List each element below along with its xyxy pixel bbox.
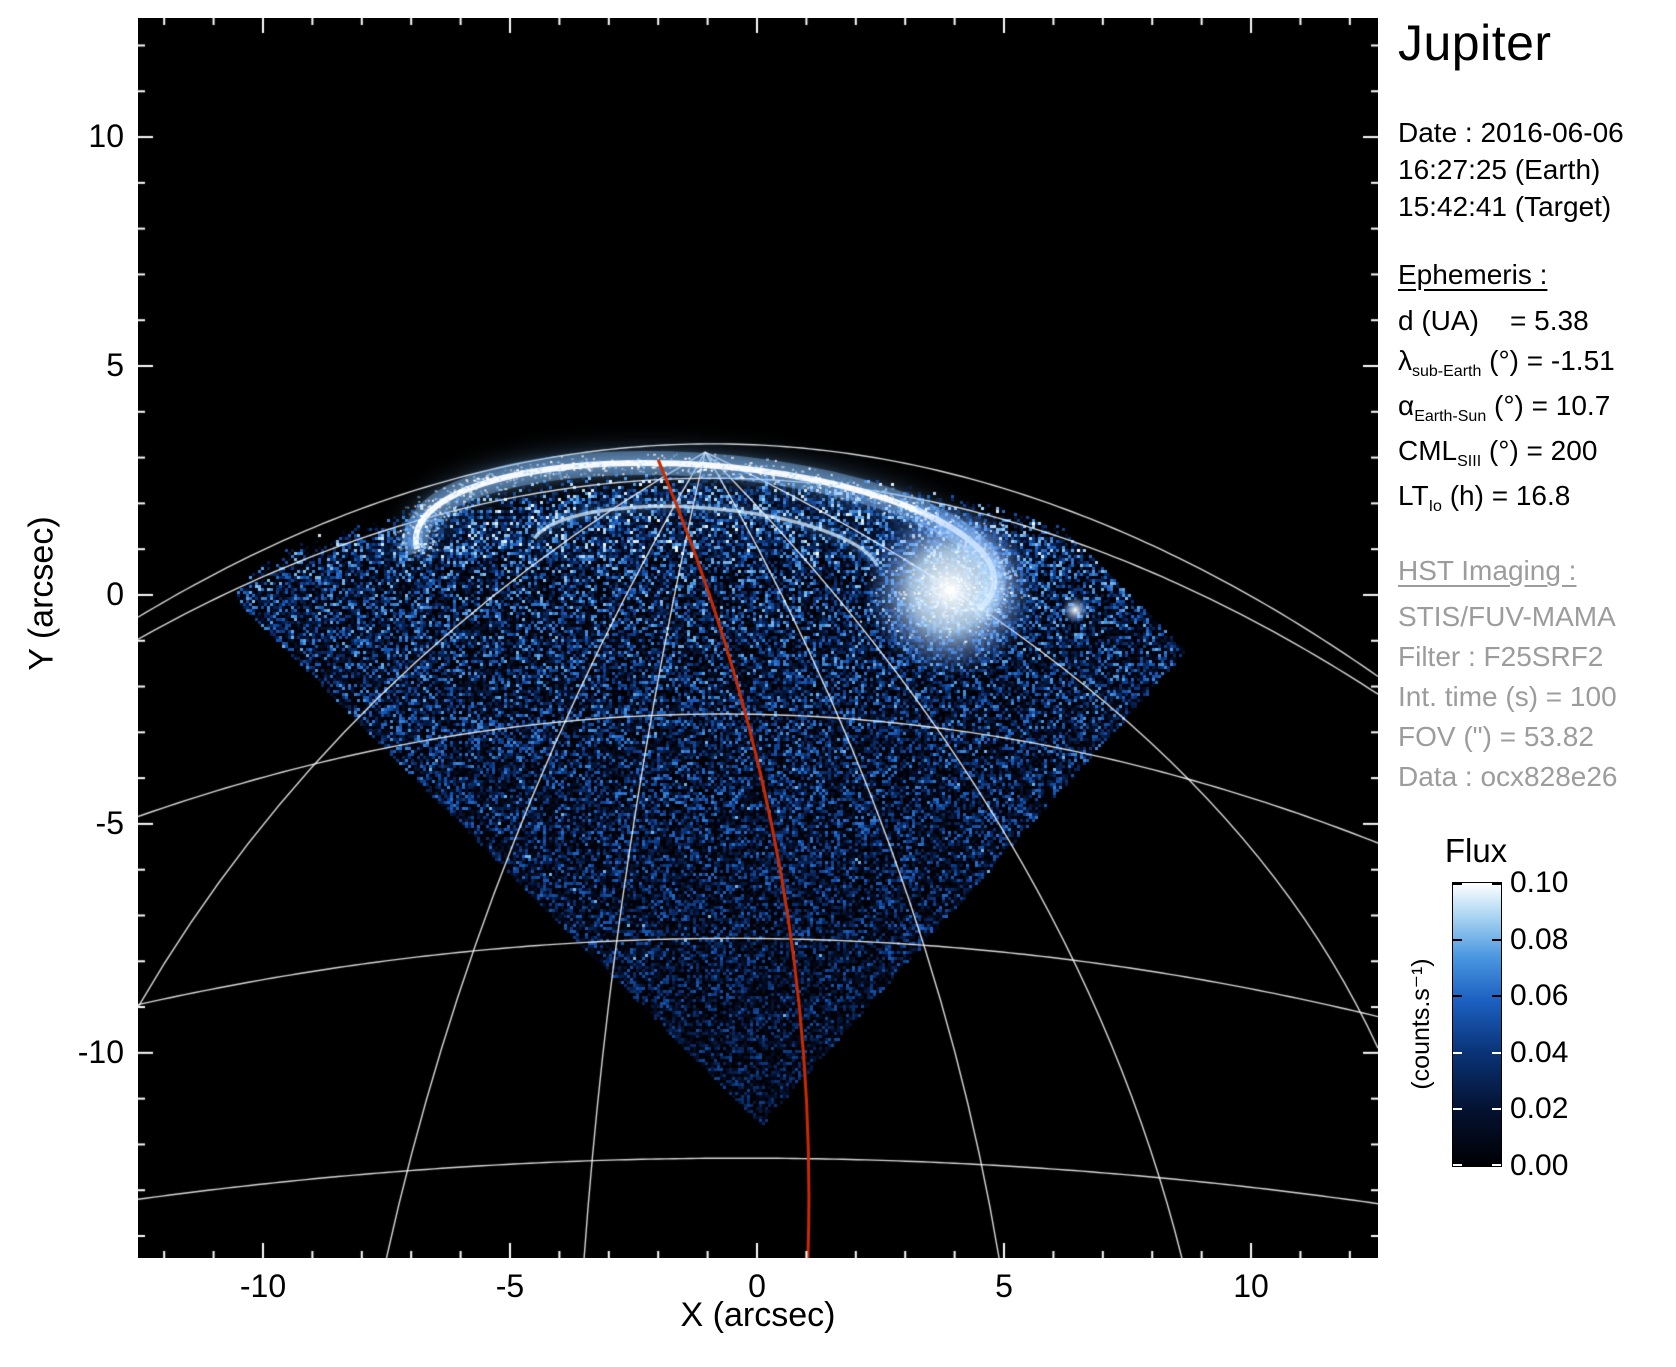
colorbar-tick-mark (1492, 1108, 1501, 1111)
x-tick-label: 5 (995, 1268, 1013, 1304)
target-title: Jupiter (1398, 15, 1552, 71)
y-tick-label: -10 (77, 1033, 124, 1070)
y-tick-label: -5 (95, 804, 124, 841)
ephemeris-lines: d (UA) = 5.38 λsub-Earth (°) = -1.51 αEart… (1398, 301, 1676, 521)
colorbar-tick-mark (1492, 1164, 1501, 1166)
info-panel: Jupiter Date : 2016-06-06 16:27:25 (Eart… (1398, 14, 1676, 797)
hst-lines: STIS/FUV-MAMA Filter : F25SRF2 Int. time (… (1398, 597, 1676, 797)
y-tick-label: 0 (106, 575, 124, 612)
hst-line: Data : ocx828e26 (1398, 761, 1618, 792)
colorbar-tick-label: 0.08 (1510, 922, 1569, 956)
ephemeris-line: λsub-Earth (°) = -1.51 (1398, 345, 1615, 380)
colorbar-tick-mark (1453, 1108, 1462, 1111)
colorbar-tick-mark (1453, 1051, 1462, 1054)
colorbar-unit: (counts.s⁻¹) (1407, 958, 1435, 1090)
y-tick-label: 10 (88, 118, 124, 155)
ephemeris-line: CMLSIII (°) = 200 (1398, 435, 1598, 470)
y-axis-title: Y (arcsec) (22, 516, 61, 671)
time-target: 15:42:41 (Target) (1398, 191, 1612, 222)
plot-area (138, 18, 1378, 1258)
colorbar-tick-label: 0.04 (1510, 1035, 1569, 1069)
colorbar-tick-mark (1453, 938, 1462, 941)
colorbar-tick-label: 0.10 (1510, 866, 1569, 899)
ephemeris-line: d (UA) = 5.38 (1398, 305, 1589, 336)
ephemeris-line: αEarth-Sun (°) = 10.7 (1398, 390, 1611, 425)
date-line: Date : 2016-06-06 (1398, 117, 1624, 148)
time-earth: 16:27:25 (Earth) (1398, 154, 1601, 185)
aurora-image-canvas (138, 18, 1378, 1258)
colorbar-tick-mark (1492, 938, 1501, 941)
hst-heading: HST Imaging : (1398, 555, 1577, 586)
x-tick-label: -5 (495, 1268, 525, 1304)
hst-line: FOV (") = 53.82 (1398, 721, 1594, 752)
colorbar-title: Flux (1444, 832, 1508, 869)
date-block: Date : 2016-06-06 16:27:25 (Earth) 15:42… (1398, 114, 1676, 225)
colorbar-tick-mark (1453, 1164, 1462, 1166)
hst-line: Filter : F25SRF2 (1398, 641, 1604, 672)
colorbar-tick-mark (1492, 883, 1501, 885)
x-tick-label: 0 (748, 1268, 766, 1304)
hst-line: STIS/FUV-MAMA (1398, 601, 1616, 632)
colorbar-tick-label: 0.06 (1510, 979, 1569, 1013)
x-tick-label: 10 (1233, 1268, 1269, 1304)
hst-line: Int. time (s) = 100 (1398, 681, 1617, 712)
colorbar (1452, 882, 1502, 1167)
colorbar-tick-mark (1453, 995, 1462, 998)
colorbar-tick-label: 0.00 (1510, 1149, 1569, 1182)
colorbar-tick-mark (1453, 883, 1462, 885)
colorbar-tick-label: 0.02 (1510, 1092, 1569, 1126)
x-axis-title: X (arcsec) (680, 1296, 836, 1334)
ephemeris-line: LTIo (h) = 16.8 (1398, 480, 1571, 515)
x-tick-label: -10 (239, 1268, 287, 1304)
colorbar-tick-mark (1492, 995, 1501, 998)
colorbar-tick-mark (1492, 1051, 1501, 1054)
y-tick-label: 5 (106, 347, 124, 383)
ephemeris-heading: Ephemeris : (1398, 259, 1548, 290)
